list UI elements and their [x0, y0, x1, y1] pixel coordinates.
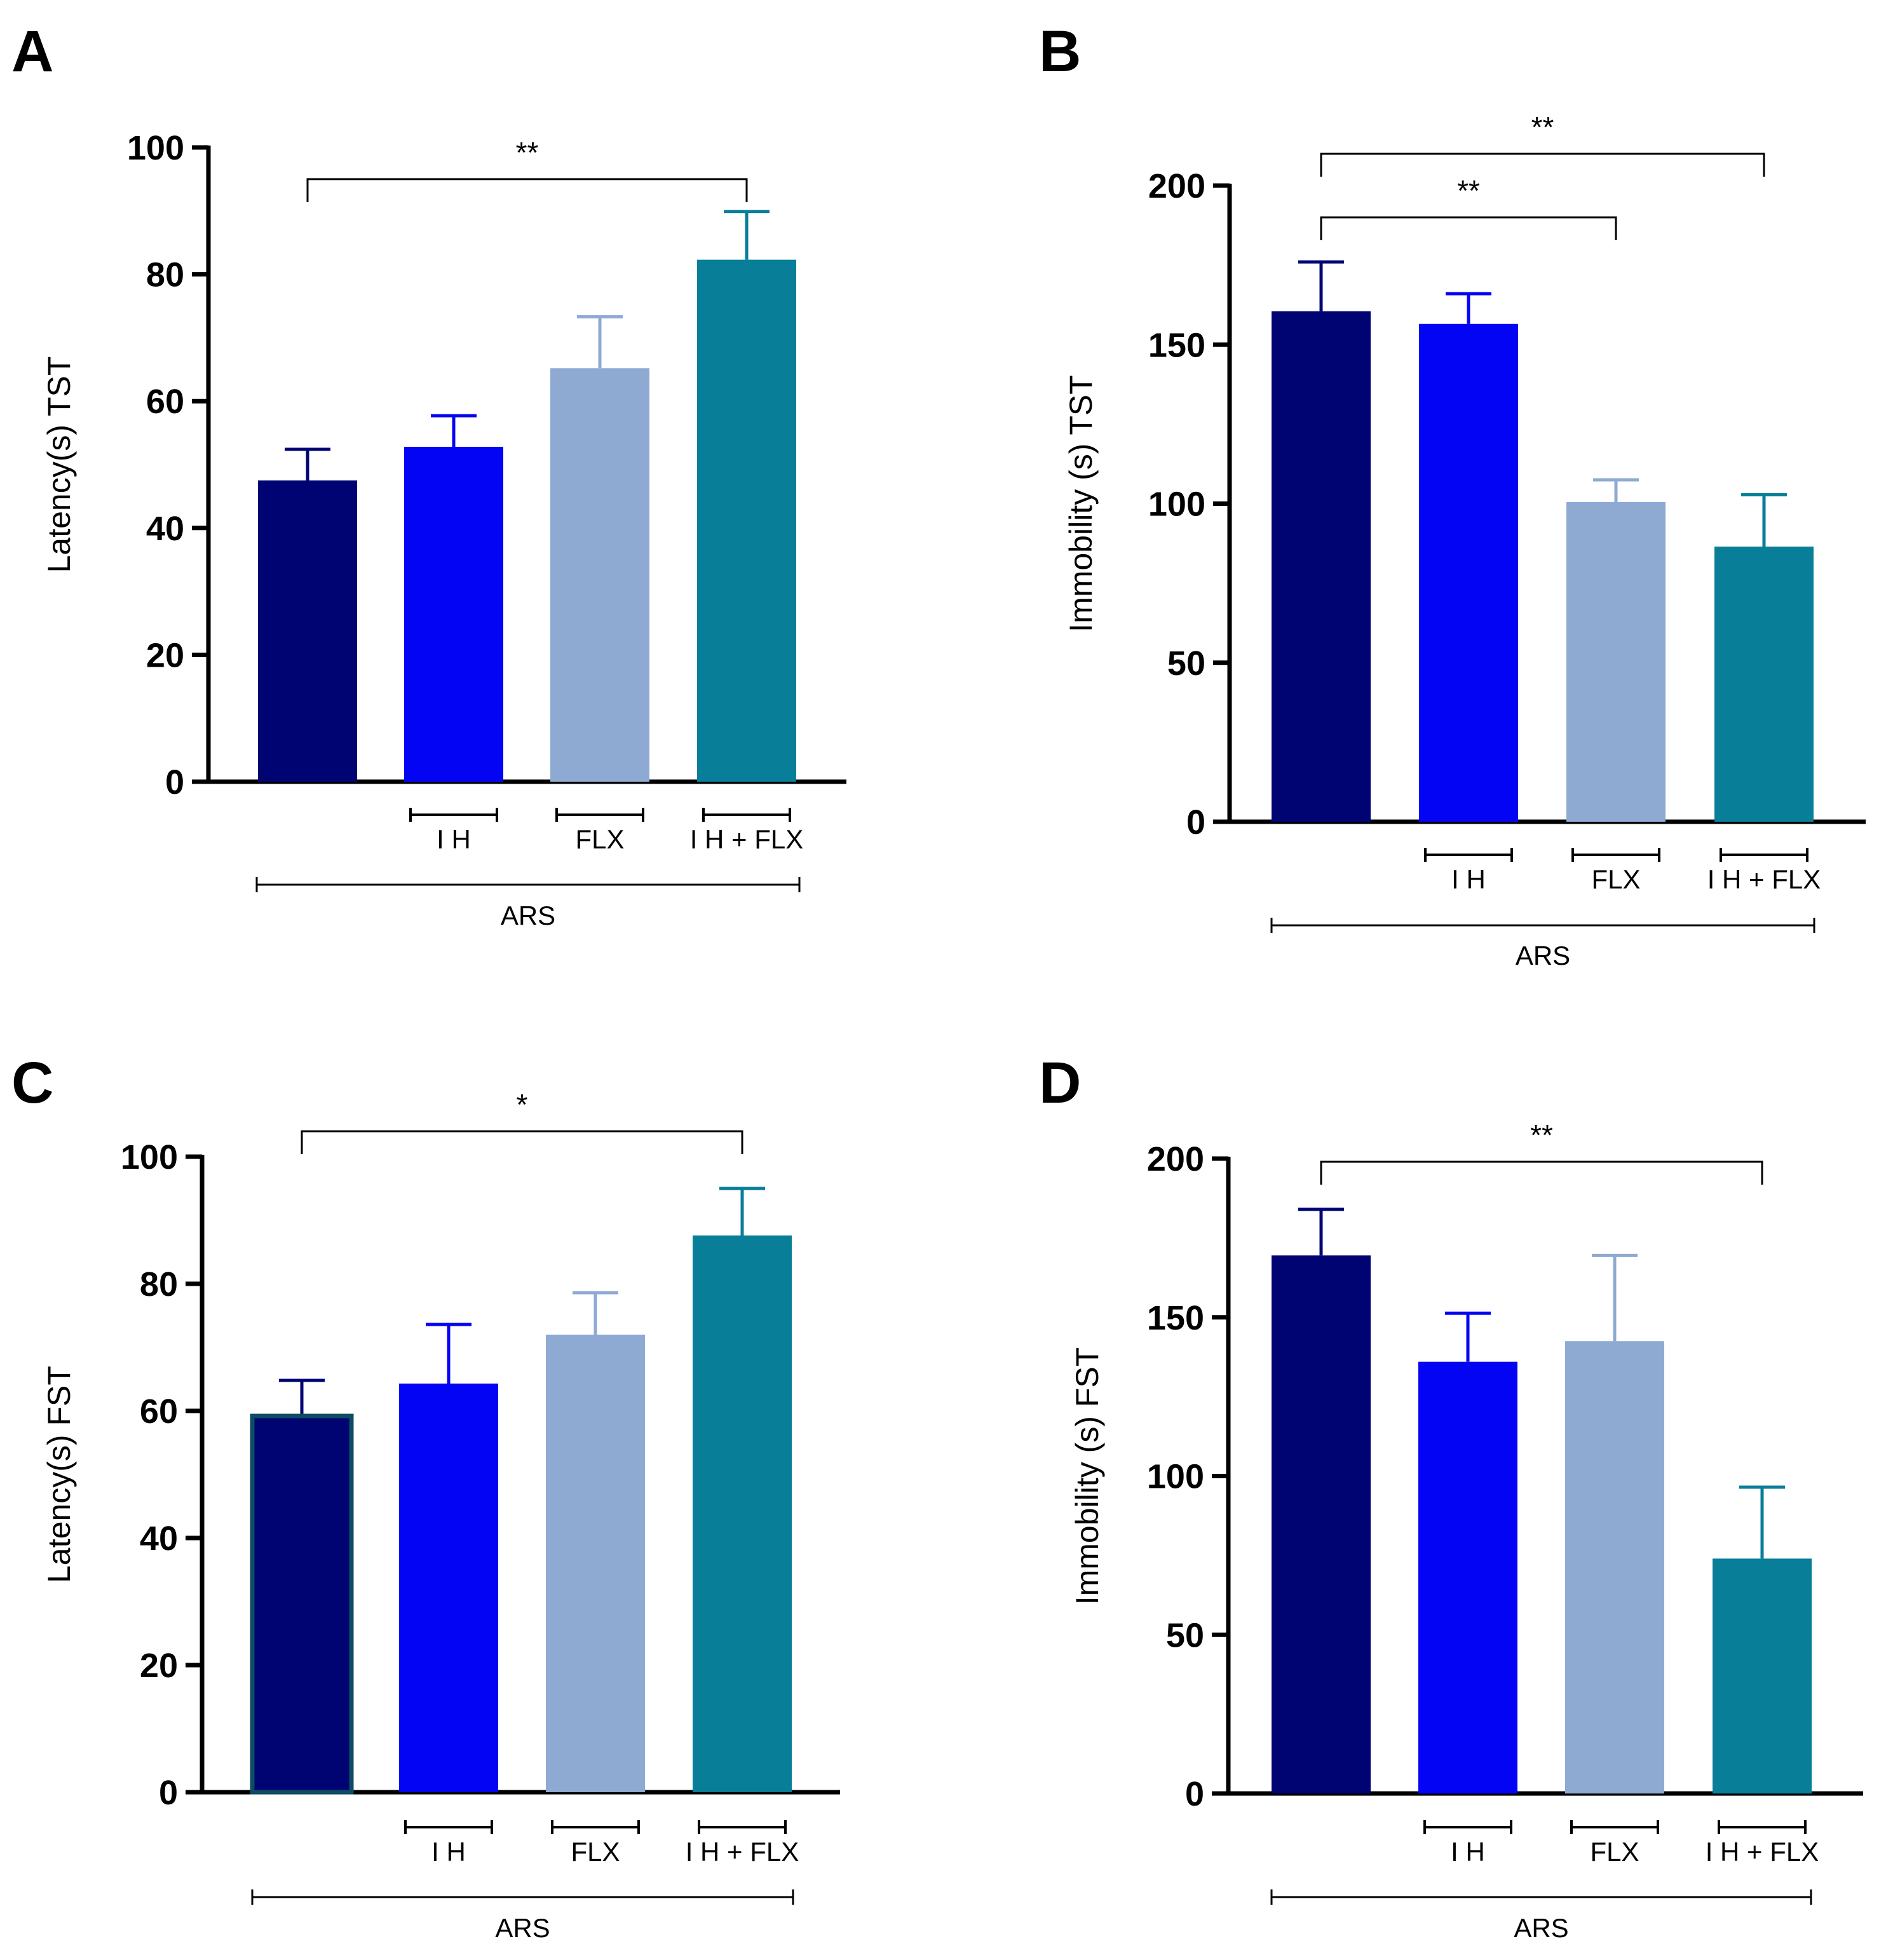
bar-3	[1714, 547, 1814, 822]
y-tick-label: 0	[165, 763, 184, 801]
group-label: I H	[437, 824, 471, 854]
group-label: FLX	[1590, 1837, 1639, 1867]
y-tick-label: 60	[146, 383, 184, 421]
bar-1	[399, 1384, 498, 1792]
bar-2	[550, 368, 649, 782]
y-tick-label: 200	[1147, 1140, 1204, 1178]
panel-letter: B	[1039, 19, 1081, 84]
bar-0	[1272, 311, 1371, 822]
group-label: I H	[1451, 864, 1486, 894]
bar-0	[1272, 1255, 1371, 1793]
significance-label: **	[1530, 1119, 1553, 1152]
y-axis-title: Latency(s) TST	[41, 357, 77, 573]
y-tick-label: 0	[1186, 803, 1205, 841]
significance-bracket	[1320, 1160, 1763, 1185]
y-tick-label: 50	[1166, 1616, 1204, 1654]
y-tick-label: 0	[159, 1774, 178, 1812]
significance-bracket	[1320, 216, 1617, 241]
group-label: I H + FLX	[1706, 1837, 1819, 1867]
group-label: I H + FLX	[690, 824, 804, 854]
significance-bracket	[301, 1130, 743, 1154]
y-tick-label: 20	[140, 1647, 178, 1685]
bar-1	[404, 447, 503, 782]
y-tick-label: 60	[140, 1392, 178, 1431]
group-label: I H	[1451, 1837, 1485, 1867]
bar-1	[1418, 1361, 1517, 1793]
group-label: I H + FLX	[686, 1837, 799, 1867]
y-tick-label: 100	[1148, 486, 1205, 524]
bar-3	[1713, 1558, 1812, 1793]
y-tick-label: 100	[1147, 1458, 1204, 1496]
y-tick-label: 150	[1147, 1299, 1204, 1337]
group-label: FLX	[575, 824, 624, 854]
panel-b: B Immobility (s) TST 0 50 100 150 200 I H FLX I H…	[1039, 19, 1866, 970]
significance-label: **	[1457, 174, 1480, 207]
panel-d: D Immobility (s) FST 0 50 100 150 200 I H FLX I H…	[1039, 1051, 1863, 1943]
bar-1	[1419, 323, 1518, 822]
ars-label: ARS	[501, 901, 555, 930]
panel-letter: D	[1039, 1051, 1081, 1115]
group-label: I H	[431, 1837, 466, 1867]
significance-bracket	[1320, 153, 1765, 177]
bar-2	[1565, 1341, 1664, 1793]
ars-label: ARS	[1514, 1913, 1568, 1943]
y-tick-label: 40	[140, 1520, 178, 1558]
bar-2	[546, 1335, 645, 1792]
y-axis-title: Latency(s) FST	[41, 1366, 77, 1583]
y-tick-label: 80	[140, 1265, 178, 1303]
group-label: FLX	[571, 1837, 620, 1867]
bar-0	[250, 1413, 354, 1795]
panel-letter: C	[11, 1051, 53, 1115]
y-tick-label: 80	[146, 256, 184, 294]
significance-label: *	[517, 1088, 528, 1121]
y-axis-title: Immobility (s) FST	[1069, 1347, 1105, 1605]
ars-label: ARS	[495, 1913, 550, 1943]
group-label: FLX	[1591, 864, 1640, 894]
group-label: I H + FLX	[1707, 864, 1821, 894]
panel-a: A Latency(s) TST 0 20 40 60 80 100 I H FLX I H + F…	[11, 19, 846, 930]
bar-3	[693, 1235, 792, 1792]
bar-2	[1566, 501, 1666, 822]
bar-3	[697, 259, 796, 782]
panel-c: C Latency(s) FST 0 20 40 60 80 100 I H FLX I H + F…	[11, 1051, 840, 1943]
y-tick-label: 200	[1148, 167, 1205, 205]
y-tick-label: 20	[146, 636, 184, 674]
y-tick-label: 0	[1185, 1775, 1204, 1813]
y-tick-label: 150	[1148, 326, 1205, 364]
y-tick-label: 40	[146, 510, 184, 548]
y-tick-label: 100	[121, 1138, 178, 1176]
y-tick-label: 50	[1167, 644, 1205, 683]
bar-0	[258, 480, 357, 782]
y-tick-label: 100	[127, 129, 184, 167]
y-axis-title: Immobility (s) TST	[1063, 375, 1099, 632]
significance-label: **	[1531, 111, 1554, 144]
ars-label: ARS	[1516, 941, 1570, 970]
panel-letter: A	[11, 19, 53, 84]
significance-label: **	[516, 136, 539, 169]
significance-bracket	[306, 178, 748, 202]
